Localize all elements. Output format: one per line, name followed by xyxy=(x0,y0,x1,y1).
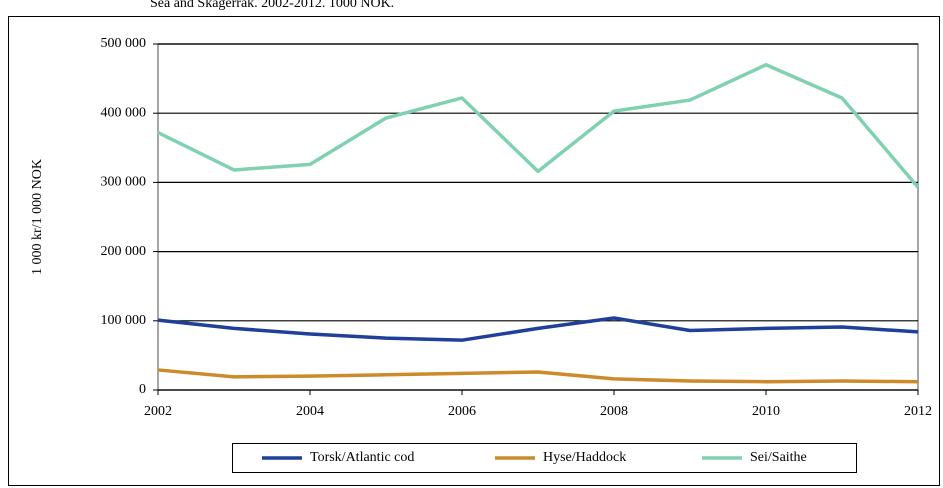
y-tick-label: 0 xyxy=(139,382,146,397)
series-line xyxy=(157,63,920,189)
x-tick-label: 2008 xyxy=(600,404,628,419)
legend-box xyxy=(232,443,857,473)
chart-title: Sea and Skagerrak. 2002-2012. 1000 NOK. xyxy=(150,0,394,11)
y-tick-label: 500 000 xyxy=(101,36,147,51)
chart-border xyxy=(8,16,940,486)
y-axis-label: 1 000 kr/1 000 NOK xyxy=(30,159,45,275)
x-tick-label: 2002 xyxy=(144,404,172,419)
x-tick-label: 2010 xyxy=(752,404,780,419)
x-tick-label: 2004 xyxy=(296,404,324,419)
series-line xyxy=(157,368,919,384)
y-tick-label: 100 000 xyxy=(101,313,147,328)
legend-label: Hyse/Haddock xyxy=(543,450,626,465)
legend-label: Sei/Saithe xyxy=(750,450,807,465)
x-tick-label: 2012 xyxy=(904,404,932,419)
series-line xyxy=(157,316,919,342)
y-tick-label: 200 000 xyxy=(101,244,147,259)
x-tick-label: 2006 xyxy=(448,404,476,419)
y-tick-label: 300 000 xyxy=(101,175,147,190)
legend-label: Torsk/Atlantic cod xyxy=(310,450,414,465)
y-tick-label: 400 000 xyxy=(101,105,147,120)
plot-border xyxy=(157,43,919,391)
